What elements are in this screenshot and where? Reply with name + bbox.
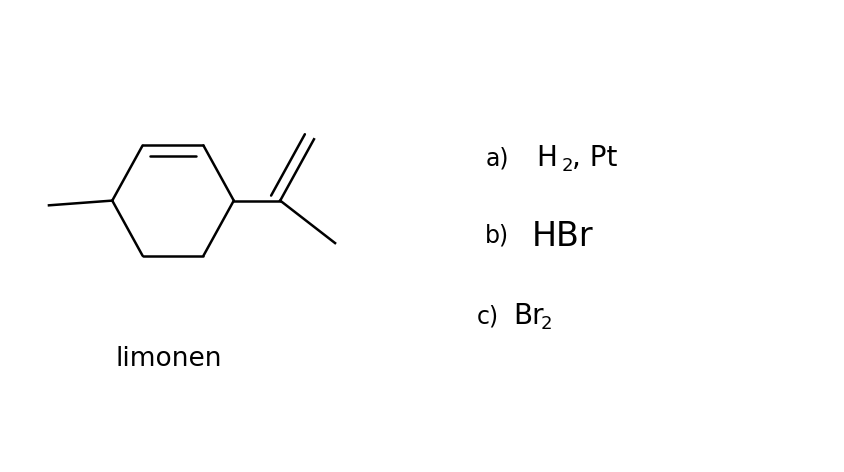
Text: 2: 2 (562, 157, 574, 175)
Text: , Pt: , Pt (572, 144, 618, 172)
Text: Br: Br (513, 302, 544, 330)
Text: HBr: HBr (532, 219, 593, 253)
Text: H: H (536, 144, 557, 172)
Text: b): b) (485, 224, 510, 248)
Text: c): c) (477, 304, 499, 328)
Text: 2: 2 (541, 315, 553, 333)
Text: limonen: limonen (116, 346, 222, 372)
Text: a): a) (485, 146, 509, 170)
